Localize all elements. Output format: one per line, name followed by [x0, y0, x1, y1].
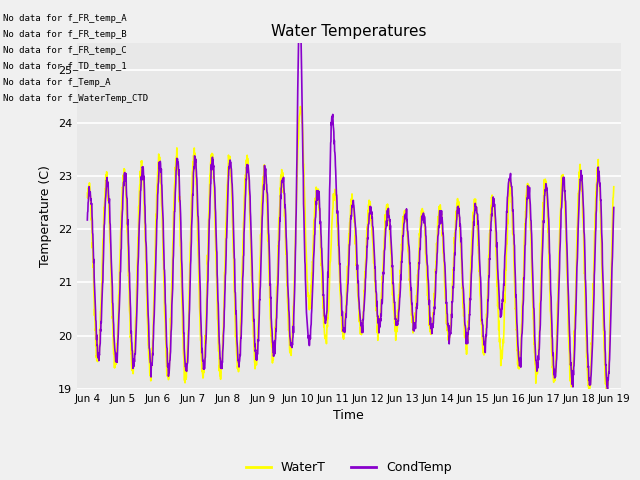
Text: No data for f_FR_temp_C: No data for f_FR_temp_C	[3, 46, 127, 55]
Text: No data for f_FR_temp_A: No data for f_FR_temp_A	[3, 14, 127, 24]
WaterT	[610, 184, 618, 190]
WaterT	[296, 104, 304, 109]
Text: No data for f_TD_temp_1: No data for f_TD_temp_1	[3, 62, 127, 71]
WaterT	[83, 190, 91, 196]
CondTemp	[499, 306, 506, 312]
CondTemp	[326, 187, 333, 192]
CondTemp	[83, 217, 91, 223]
CondTemp	[610, 204, 618, 210]
WaterT	[326, 275, 333, 280]
CondTemp	[295, 14, 303, 20]
CondTemp	[595, 168, 603, 174]
X-axis label: Time: Time	[333, 409, 364, 422]
Text: No data for f_FR_temp_B: No data for f_FR_temp_B	[3, 30, 127, 39]
Title: Water Temperatures: Water Temperatures	[271, 24, 426, 39]
CondTemp	[340, 326, 348, 332]
CondTemp	[110, 337, 118, 343]
Line: WaterT: WaterT	[87, 107, 614, 389]
Legend: WaterT, CondTemp: WaterT, CondTemp	[241, 456, 456, 480]
CondTemp	[604, 386, 612, 392]
WaterT	[340, 336, 348, 342]
WaterT	[595, 174, 603, 180]
Text: No data for f_WaterTemp_CTD: No data for f_WaterTemp_CTD	[3, 94, 148, 103]
Line: CondTemp: CondTemp	[87, 17, 614, 389]
Text: No data for f_Temp_A: No data for f_Temp_A	[3, 78, 111, 87]
WaterT	[595, 176, 603, 182]
WaterT	[585, 386, 593, 392]
WaterT	[110, 354, 118, 360]
CondTemp	[595, 173, 602, 179]
Y-axis label: Temperature (C): Temperature (C)	[39, 165, 52, 267]
WaterT	[499, 355, 506, 361]
